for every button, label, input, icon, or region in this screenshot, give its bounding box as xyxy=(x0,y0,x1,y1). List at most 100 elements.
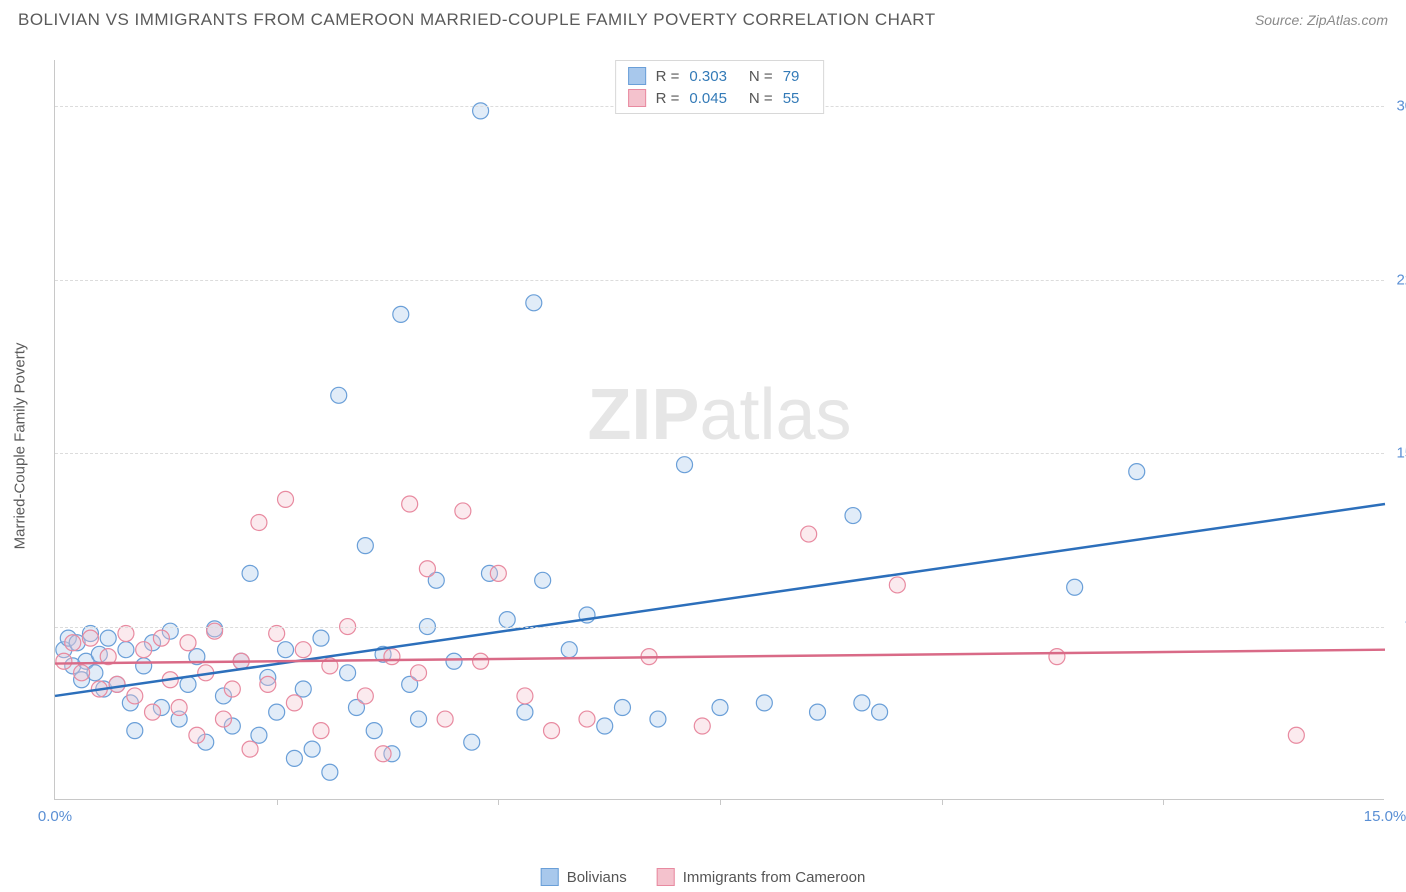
data-point xyxy=(260,676,276,692)
data-point xyxy=(464,734,480,750)
x-minor-tick xyxy=(277,799,278,805)
n-value-1: 79 xyxy=(783,68,800,85)
data-point xyxy=(889,577,905,593)
r-value-2: 0.045 xyxy=(689,90,727,107)
data-point xyxy=(393,306,409,322)
n-label: N = xyxy=(749,68,773,85)
data-point xyxy=(269,626,285,642)
data-point xyxy=(322,764,338,780)
correlation-legend: R = 0.303 N = 79 R = 0.045 N = 55 xyxy=(615,60,825,114)
data-point xyxy=(1288,727,1304,743)
x-tick-label: 0.0% xyxy=(38,808,72,825)
data-point xyxy=(74,665,90,681)
data-point xyxy=(136,642,152,658)
data-point xyxy=(242,741,258,757)
data-point xyxy=(614,700,630,716)
data-point xyxy=(544,723,560,739)
data-point xyxy=(269,704,285,720)
trend-line xyxy=(55,504,1385,696)
data-point xyxy=(694,718,710,734)
series-legend: Bolivians Immigrants from Cameroon xyxy=(541,868,866,886)
data-point xyxy=(526,295,542,311)
data-point xyxy=(145,704,161,720)
y-axis-title: Married-Couple Family Poverty xyxy=(12,343,29,550)
data-point xyxy=(251,727,267,743)
data-point xyxy=(180,635,196,651)
data-point xyxy=(136,658,152,674)
data-point xyxy=(286,695,302,711)
legend-item-series-1: Bolivians xyxy=(541,868,627,886)
data-point xyxy=(419,561,435,577)
data-point xyxy=(810,704,826,720)
data-point xyxy=(437,711,453,727)
r-value-1: 0.303 xyxy=(689,68,727,85)
data-point xyxy=(411,665,427,681)
data-point xyxy=(446,653,462,669)
gridline xyxy=(55,627,1384,628)
data-point xyxy=(517,688,533,704)
data-point xyxy=(1129,464,1145,480)
data-point xyxy=(313,723,329,739)
x-minor-tick xyxy=(942,799,943,805)
chart-plot-area: ZIPatlas R = 0.303 N = 79 R = 0.045 N = … xyxy=(54,60,1384,800)
data-point xyxy=(109,676,125,692)
r-label: R = xyxy=(656,90,680,107)
data-point xyxy=(340,665,356,681)
data-point xyxy=(100,630,116,646)
data-point xyxy=(278,491,294,507)
source-attribution: Source: ZipAtlas.com xyxy=(1255,12,1388,28)
data-point xyxy=(278,642,294,658)
data-point xyxy=(65,635,81,651)
data-point xyxy=(357,688,373,704)
gridline xyxy=(55,453,1384,454)
data-point xyxy=(82,630,98,646)
data-point xyxy=(224,681,240,697)
data-point xyxy=(251,515,267,531)
swatch-series-2 xyxy=(628,89,646,107)
data-point xyxy=(286,750,302,766)
series-1-name: Bolivians xyxy=(567,869,627,886)
data-point xyxy=(171,700,187,716)
data-point xyxy=(854,695,870,711)
data-point xyxy=(375,746,391,762)
n-value-2: 55 xyxy=(783,90,800,107)
y-tick-label: 15.0% xyxy=(1389,445,1406,462)
data-point xyxy=(242,565,258,581)
data-point xyxy=(313,630,329,646)
data-point xyxy=(384,649,400,665)
series-2-name: Immigrants from Cameroon xyxy=(683,869,866,886)
gridline xyxy=(55,280,1384,281)
data-point xyxy=(499,612,515,628)
legend-row-series-2: R = 0.045 N = 55 xyxy=(628,87,812,109)
y-tick-label: 22.5% xyxy=(1389,271,1406,288)
data-point xyxy=(118,642,134,658)
chart-title: BOLIVIAN VS IMMIGRANTS FROM CAMEROON MAR… xyxy=(18,10,936,30)
scatter-svg xyxy=(55,60,1384,799)
data-point xyxy=(56,653,72,669)
data-point xyxy=(650,711,666,727)
x-minor-tick xyxy=(498,799,499,805)
data-point xyxy=(756,695,772,711)
data-point xyxy=(801,526,817,542)
data-point xyxy=(579,711,595,727)
data-point xyxy=(490,565,506,581)
data-point xyxy=(712,700,728,716)
trend-line xyxy=(55,650,1385,664)
data-point xyxy=(127,723,143,739)
data-point xyxy=(473,653,489,669)
data-point xyxy=(872,704,888,720)
data-point xyxy=(535,572,551,588)
x-tick-label: 15.0% xyxy=(1364,808,1406,825)
x-minor-tick xyxy=(720,799,721,805)
data-point xyxy=(189,727,205,743)
data-point xyxy=(295,681,311,697)
legend-item-series-2: Immigrants from Cameroon xyxy=(657,868,866,886)
data-point xyxy=(411,711,427,727)
data-point xyxy=(118,626,134,642)
swatch-series-2 xyxy=(657,868,675,886)
data-point xyxy=(153,630,169,646)
y-tick-label: 7.5% xyxy=(1389,618,1406,635)
data-point xyxy=(295,642,311,658)
data-point xyxy=(1067,579,1083,595)
data-point xyxy=(455,503,471,519)
